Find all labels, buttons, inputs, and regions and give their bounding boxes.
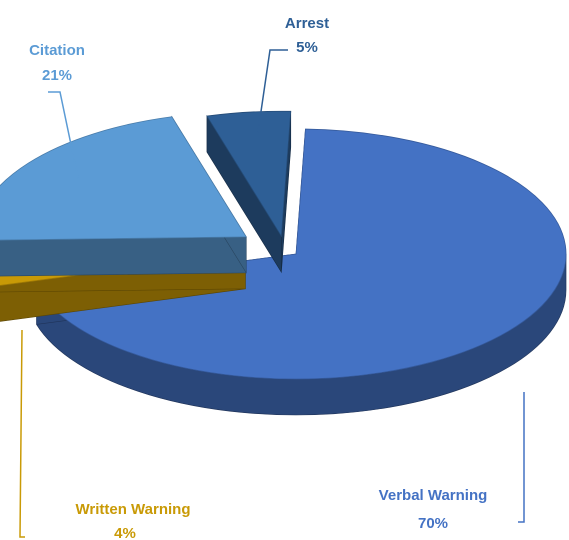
slice-verbal-warning (35, 128, 567, 416)
slice-arrest-top (206, 110, 292, 238)
leader-line-written-warning (19, 329, 25, 538)
label-verbal-warning-name: Verbal Warning (379, 487, 488, 504)
leader-line-arrest (257, 49, 288, 133)
label-written-warning-value: 4% (114, 525, 136, 540)
label-arrest-value: 5% (296, 39, 318, 56)
label-citation-name: Citation (29, 42, 85, 59)
label-written-warning-name: Written Warning (76, 501, 191, 518)
slice-arrest (206, 110, 292, 274)
leader-line-verbal-warning (518, 392, 525, 523)
leader-line-citation (48, 91, 79, 179)
label-citation-value: 21% (42, 67, 72, 84)
slice-citation-top (0, 116, 247, 241)
slice-citation (0, 115, 247, 277)
label-arrest-name: Arrest (285, 15, 329, 32)
slice-verbal-warning-top (35, 128, 567, 380)
label-verbal-warning-value: 70% (418, 515, 448, 532)
